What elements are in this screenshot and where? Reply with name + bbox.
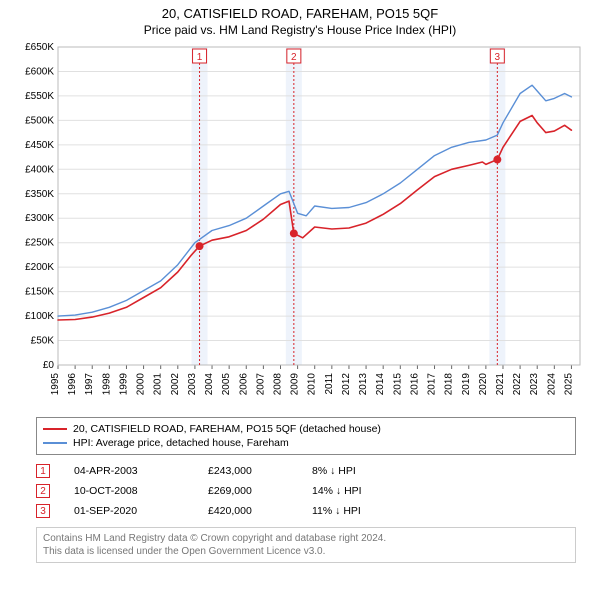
- y-tick-label: £200K: [25, 262, 54, 273]
- y-tick-label: £450K: [25, 140, 54, 151]
- legend-label: 20, CATISFIELD ROAD, FAREHAM, PO15 5QF (…: [73, 423, 381, 435]
- sale-row: 2 10-OCT-2008 £269,000 14% ↓ HPI: [36, 481, 576, 501]
- x-tick-label: 2000: [136, 373, 147, 396]
- chart-svg: £0 £50K £100K £150K £200K £250K £300K £350K £400…: [10, 41, 590, 411]
- y-tick-label: £350K: [25, 189, 54, 200]
- legend-label: HPI: Average price, detached house, Fare…: [73, 437, 289, 449]
- x-tick-label: 2015: [392, 373, 403, 396]
- price-chart: £0 £50K £100K £150K £200K £250K £300K £350K £400…: [10, 41, 590, 411]
- sale-date: 01-SEP-2020: [74, 505, 184, 517]
- sale-delta: 8% ↓ HPI: [312, 465, 412, 477]
- x-tick-label: 2005: [221, 373, 232, 396]
- sale-index-box: 3: [36, 504, 50, 518]
- sale-price: £269,000: [208, 485, 288, 497]
- y-tick-label: £0: [43, 360, 55, 371]
- x-tick-label: 2016: [409, 373, 420, 396]
- x-tick-label: 2024: [546, 373, 557, 396]
- x-tick-label: 1995: [50, 373, 61, 396]
- x-tick-label: 2001: [153, 373, 164, 396]
- sale-marker-dot: [290, 229, 298, 237]
- sale-band: [286, 47, 302, 365]
- y-tick-label: £400K: [25, 164, 54, 175]
- sale-index-box: 2: [36, 484, 50, 498]
- x-tick-label: 2023: [529, 373, 540, 396]
- sale-delta: 11% ↓ HPI: [312, 505, 412, 517]
- sale-index-label: 2: [291, 52, 297, 63]
- y-tick-label: £150K: [25, 287, 54, 298]
- y-tick-label: £100K: [25, 311, 54, 322]
- x-tick-label: 2008: [272, 373, 283, 396]
- x-tick-label: 2019: [461, 373, 472, 396]
- y-tick-label: £600K: [25, 66, 54, 77]
- sale-index-box: 1: [36, 464, 50, 478]
- x-tick-label: 2025: [563, 373, 574, 396]
- x-tick-label: 2010: [307, 373, 318, 396]
- x-tick-label: 2018: [444, 373, 455, 396]
- x-tick-label: 1998: [101, 373, 112, 396]
- x-tick-label: 2014: [375, 373, 386, 396]
- x-tick-label: 2007: [255, 373, 266, 396]
- sale-price: £420,000: [208, 505, 288, 517]
- x-tick-label: 2021: [495, 373, 506, 396]
- x-tick-label: 2017: [427, 373, 438, 396]
- legend: 20, CATISFIELD ROAD, FAREHAM, PO15 5QF (…: [36, 417, 576, 455]
- y-tick-label: £550K: [25, 91, 54, 102]
- y-tick-label: £300K: [25, 213, 54, 224]
- legend-swatch: [43, 428, 67, 430]
- x-tick-label: 2006: [238, 373, 249, 396]
- y-tick-label: £650K: [25, 42, 54, 53]
- sale-band: [192, 47, 208, 365]
- legend-swatch: [43, 442, 67, 444]
- sale-index-label: 3: [495, 52, 501, 63]
- x-tick-label: 2013: [358, 373, 369, 396]
- y-tick-label: £50K: [31, 336, 55, 347]
- x-tick-label: 1997: [84, 373, 95, 396]
- x-tick-label: 1999: [118, 373, 129, 396]
- x-tick-label: 2012: [341, 373, 352, 396]
- legend-row: 20, CATISFIELD ROAD, FAREHAM, PO15 5QF (…: [43, 422, 569, 436]
- sale-marker-dot: [493, 156, 501, 164]
- page-title: 20, CATISFIELD ROAD, FAREHAM, PO15 5QF: [0, 0, 600, 21]
- y-tick-label: £250K: [25, 238, 54, 249]
- x-tick-label: 2004: [204, 373, 215, 396]
- page-subtitle: Price paid vs. HM Land Registry's House …: [0, 21, 600, 41]
- x-tick-label: 1996: [67, 373, 78, 396]
- sale-band: [489, 47, 505, 365]
- x-tick-label: 2002: [170, 373, 181, 396]
- sale-index-label: 1: [197, 52, 203, 63]
- sale-price: £243,000: [208, 465, 288, 477]
- sales-table: 1 04-APR-2003 £243,000 8% ↓ HPI 2 10-OCT-2008…: [36, 461, 576, 521]
- license-line-1: Contains HM Land Registry data © Crown c…: [43, 532, 569, 545]
- x-tick-label: 2022: [512, 373, 523, 396]
- sale-date: 04-APR-2003: [74, 465, 184, 477]
- sale-date: 10-OCT-2008: [74, 485, 184, 497]
- sale-marker-dot: [196, 242, 204, 250]
- license-text: Contains HM Land Registry data © Crown c…: [36, 527, 576, 563]
- x-tick-label: 2020: [478, 373, 489, 396]
- license-line-2: This data is licensed under the Open Gov…: [43, 545, 569, 558]
- y-tick-label: £500K: [25, 115, 54, 126]
- x-tick-label: 2003: [187, 373, 198, 396]
- x-tick-label: 2009: [290, 373, 301, 396]
- sale-delta: 14% ↓ HPI: [312, 485, 412, 497]
- sale-row: 3 01-SEP-2020 £420,000 11% ↓ HPI: [36, 501, 576, 521]
- sale-row: 1 04-APR-2003 £243,000 8% ↓ HPI: [36, 461, 576, 481]
- x-tick-label: 2011: [324, 373, 335, 395]
- legend-row: HPI: Average price, detached house, Fare…: [43, 436, 569, 450]
